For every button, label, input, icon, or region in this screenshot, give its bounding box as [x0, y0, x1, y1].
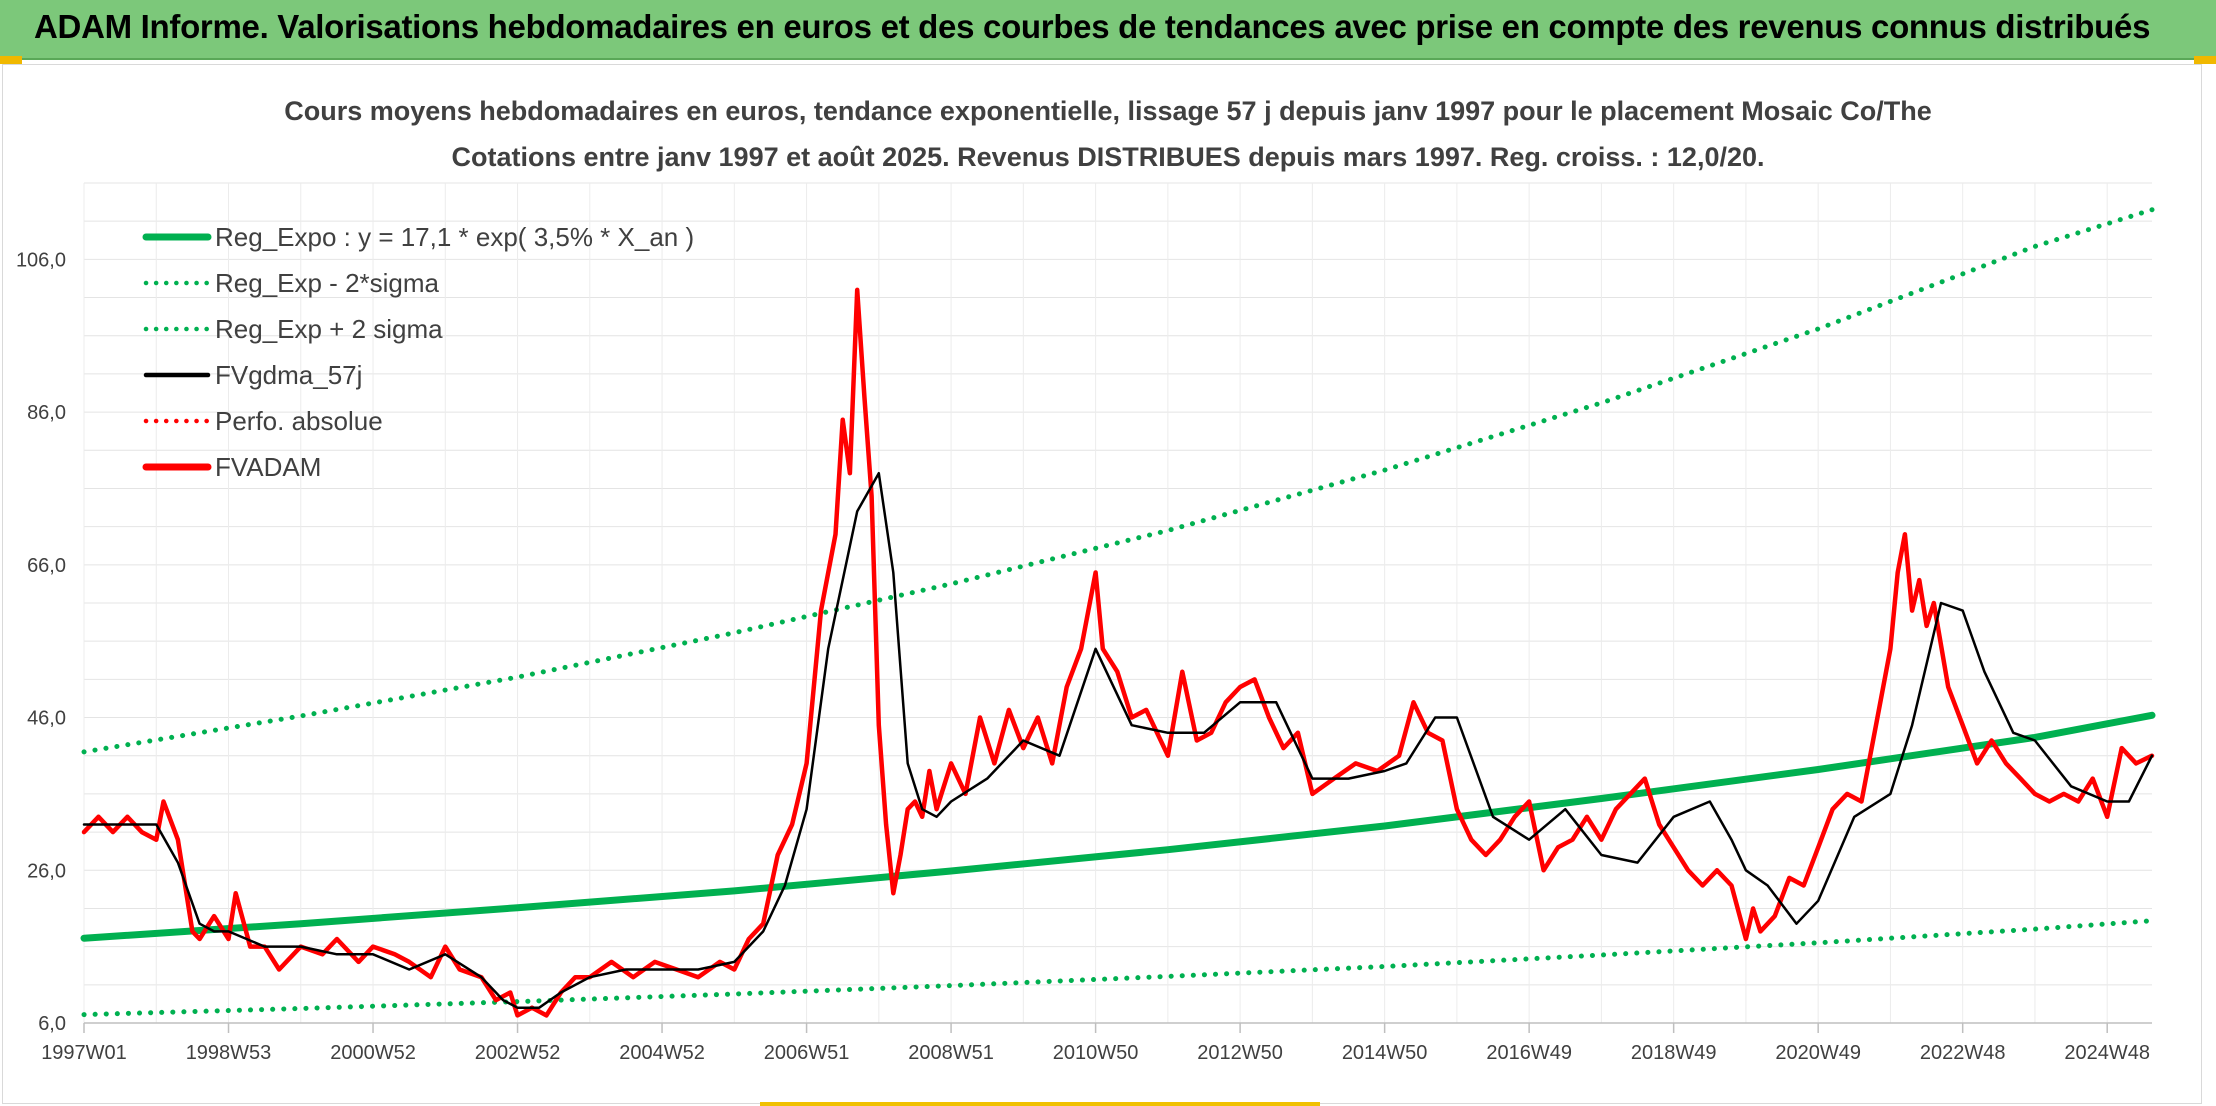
- x-tick-label: 2022W48: [1920, 1042, 2006, 1064]
- x-tick-label: 2024W48: [2064, 1042, 2150, 1064]
- y-tick-label: 106,0: [16, 249, 66, 271]
- x-tick-label: 2012W50: [1197, 1042, 1283, 1064]
- x-tick-label: 2010W50: [1053, 1042, 1139, 1064]
- x-tick-label: 2002W52: [475, 1042, 561, 1064]
- x-axis: 1997W01 1998W53 2000W52 2002W52 2004W52 2006W…: [41, 1022, 2152, 1064]
- y-tick-label: 66,0: [27, 555, 66, 577]
- accent-corner-right: [2194, 56, 2216, 64]
- chart-title: Cours moyens hebdomadaires en euros, ten…: [284, 96, 1932, 126]
- x-tick-label: 2006W51: [764, 1042, 850, 1064]
- legend-label: FVgdma_57j: [215, 360, 362, 390]
- x-tick-label: 2008W51: [908, 1042, 994, 1064]
- x-tick-label: 2020W49: [1775, 1042, 1861, 1064]
- legend-label: Perfo. absolue: [215, 406, 383, 436]
- series-lines: [80, 207, 2156, 1018]
- report-banner: ADAM Informe. Valorisations hebdomadaire…: [0, 0, 2216, 60]
- chart-subtitle: Cotations entre janv 1997 et août 2025. …: [451, 142, 1764, 172]
- series-line-reg-exp-plus-2sigma: [81, 207, 2155, 755]
- series-line-fvadam: [81, 287, 2155, 1018]
- y-tick-label: 46,0: [27, 708, 66, 730]
- accent-corner-left: [0, 56, 22, 64]
- x-tick-label: 1997W01: [41, 1042, 127, 1064]
- accent-bottom-strip: [760, 1102, 1320, 1106]
- series-line-reg-expo: [80, 711, 2156, 942]
- x-tick-label: 2004W52: [619, 1042, 705, 1064]
- y-tick-label: 86,0: [27, 402, 66, 424]
- report-banner-title: ADAM Informe. Valorisations hebdomadaire…: [34, 8, 2151, 45]
- x-tick-label: 2014W50: [1342, 1042, 1428, 1064]
- grid-lines: [83, 182, 2152, 1024]
- y-tick-label: 6,0: [38, 1013, 66, 1035]
- y-axis: 6,0 26,0 46,0 66,0 86,0 106,0: [16, 249, 66, 1035]
- x-tick-label: 1998W53: [186, 1042, 272, 1064]
- legend: Reg_Expo : y = 17,1 * exp( 3,5% * X_an )…: [142, 222, 694, 482]
- legend-label: Reg_Exp + 2 sigma: [215, 314, 443, 344]
- x-tick-label: 2000W52: [330, 1042, 416, 1064]
- x-tick-label: 2016W49: [1486, 1042, 1572, 1064]
- legend-label: Reg_Exp - 2*sigma: [215, 268, 440, 298]
- series-line-fvgdma-57j: [82, 471, 2154, 1009]
- series-line-reg-exp-minus-2sigma: [81, 918, 2155, 1018]
- y-tick-label: 26,0: [27, 860, 66, 882]
- x-tick-label: 2018W49: [1631, 1042, 1717, 1064]
- legend-label: FVADAM: [215, 452, 321, 482]
- legend-label: Reg_Expo : y = 17,1 * exp( 3,5% * X_an ): [215, 222, 694, 252]
